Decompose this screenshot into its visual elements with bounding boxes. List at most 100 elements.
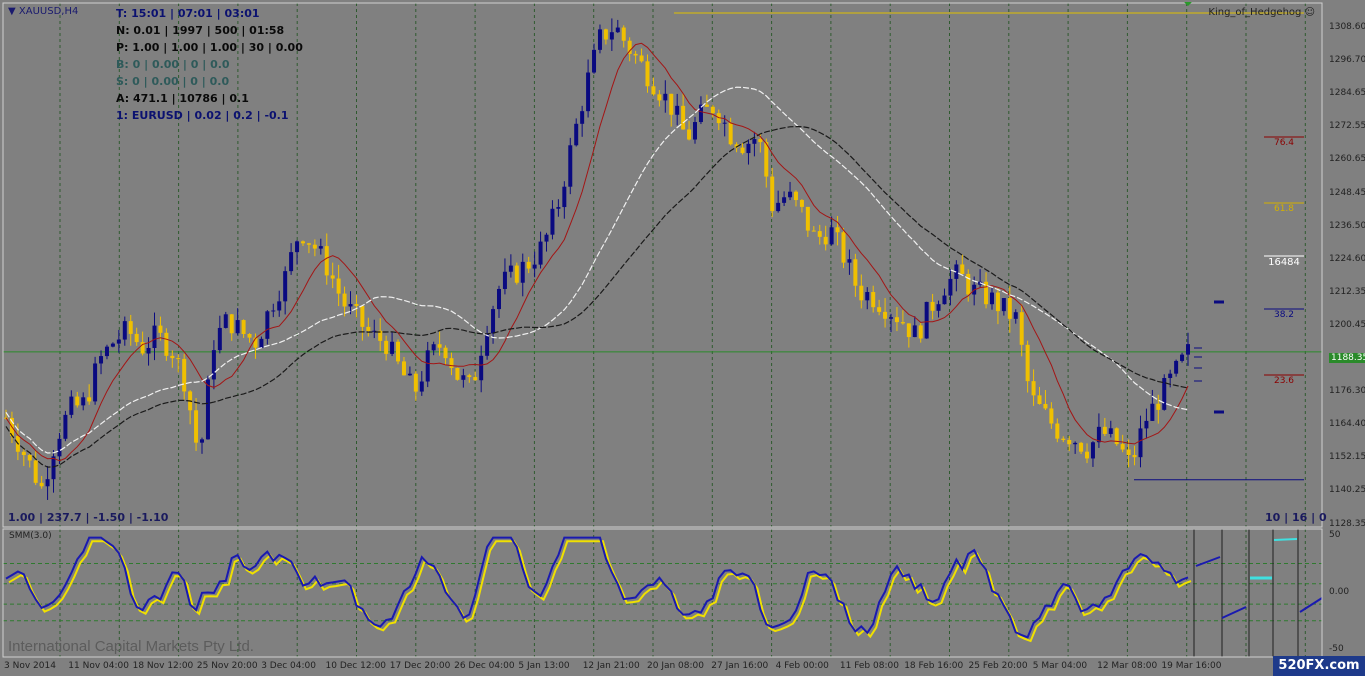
time-tick: 18 Nov 12:00 bbox=[132, 661, 194, 671]
ma-slow-line bbox=[5, 125, 1189, 468]
candle-body bbox=[586, 72, 591, 112]
info-line: S: 0 | 0.00 | 0 | 0.0 bbox=[116, 75, 230, 88]
candle-body bbox=[740, 147, 745, 154]
fib-label: 23.6 bbox=[1273, 376, 1295, 386]
candle-body bbox=[1186, 344, 1190, 355]
info-line: P: 1.00 | 1.00 | 1.00 | 30 | 0.00 bbox=[116, 41, 303, 54]
price-tick: 1308.60 bbox=[1329, 22, 1365, 32]
candle-body bbox=[924, 301, 929, 339]
candle-body bbox=[496, 288, 501, 310]
symbol-header[interactable]: ▼ XAUUSD,H4 bbox=[8, 6, 78, 17]
candle-body bbox=[51, 456, 56, 480]
candle-body bbox=[348, 304, 353, 307]
candle-body bbox=[508, 265, 513, 272]
candle-body bbox=[289, 252, 294, 272]
candle-body bbox=[342, 293, 347, 307]
marker-dash bbox=[1214, 300, 1224, 304]
candle-body bbox=[805, 206, 810, 231]
sub-frame bbox=[2, 528, 1323, 658]
moving-averages bbox=[5, 42, 1189, 468]
candle-body bbox=[960, 264, 965, 274]
candle-body bbox=[734, 144, 739, 148]
fib-levels bbox=[1194, 136, 1304, 414]
dropdown-arrow-icon[interactable]: ▼ bbox=[8, 6, 16, 17]
info-line: T: 15:01 | 07:01 | 03:01 bbox=[116, 7, 260, 20]
footer-left: 1.00 | 237.7 | -1.50 | -1.10 bbox=[8, 511, 169, 524]
time-tick: 25 Nov 20:00 bbox=[196, 661, 258, 671]
candle-body bbox=[984, 281, 989, 305]
indicator-label: SMM(3.0) bbox=[9, 531, 52, 541]
site-logo[interactable]: 520FX.com bbox=[1273, 656, 1365, 676]
candle-body bbox=[799, 200, 804, 207]
time-tick: 18 Feb 16:00 bbox=[904, 661, 964, 671]
candle-body bbox=[1073, 442, 1078, 445]
marker-dash bbox=[1214, 410, 1224, 414]
candle-body bbox=[1025, 344, 1030, 382]
ma-mid-line bbox=[5, 86, 1189, 454]
candle-body bbox=[645, 61, 650, 87]
candle-body bbox=[502, 271, 507, 289]
candle-body bbox=[900, 322, 905, 324]
candle-body bbox=[556, 207, 561, 209]
candle-body bbox=[81, 397, 86, 406]
current-price-tag: 1188.35 bbox=[1329, 353, 1365, 363]
candle-body bbox=[283, 271, 288, 302]
candle-body bbox=[853, 259, 858, 286]
candle-body bbox=[253, 337, 258, 348]
candle-body bbox=[200, 439, 205, 443]
candle-body bbox=[544, 234, 549, 242]
smiley-icon: ☺ bbox=[1304, 7, 1315, 18]
candle-body bbox=[170, 355, 175, 359]
candle-body bbox=[384, 340, 389, 354]
candle-body bbox=[1031, 381, 1036, 396]
candle-body bbox=[526, 261, 531, 269]
candle-body bbox=[330, 275, 335, 279]
time-tick: 27 Jan 16:00 bbox=[711, 661, 769, 671]
candle-body bbox=[930, 301, 935, 311]
candle-body bbox=[247, 333, 252, 338]
candle-body bbox=[1055, 423, 1060, 439]
candle-body bbox=[21, 451, 26, 456]
time-tick: 11 Feb 08:00 bbox=[839, 661, 899, 671]
footer-right: 10 | 16 | 0 bbox=[1265, 511, 1327, 524]
candle-body bbox=[627, 40, 632, 54]
candle-body bbox=[633, 53, 638, 56]
candle-body bbox=[764, 142, 769, 177]
candle-body bbox=[176, 358, 181, 360]
brand-label: King_of_Hedgehog bbox=[1208, 7, 1302, 18]
candle-body bbox=[277, 301, 282, 311]
candle-body bbox=[443, 347, 448, 359]
candle-body bbox=[312, 244, 317, 249]
candle-body bbox=[360, 305, 365, 327]
candle-body bbox=[1168, 373, 1173, 378]
candle-body bbox=[948, 278, 953, 296]
time-tick: 17 Dec 20:00 bbox=[389, 661, 451, 671]
candle-body bbox=[1114, 428, 1119, 445]
time-tick: 26 Dec 04:00 bbox=[454, 661, 515, 671]
candle-body bbox=[354, 304, 359, 306]
price-tick: 1248.45 bbox=[1329, 187, 1365, 198]
osc-box-seg bbox=[1299, 597, 1323, 613]
candle-body bbox=[859, 285, 864, 301]
candle-body bbox=[681, 105, 686, 130]
candle-body bbox=[580, 111, 585, 124]
candle-body bbox=[693, 122, 698, 140]
osc-tick: 50 bbox=[1329, 530, 1341, 540]
osc-main-line bbox=[5, 536, 1189, 639]
candle-body bbox=[104, 346, 109, 357]
price-tick: 1296.70 bbox=[1329, 55, 1365, 66]
candle-body bbox=[401, 361, 406, 376]
price-tick: 1212.35 bbox=[1329, 286, 1365, 297]
candle-body bbox=[1102, 426, 1107, 434]
candle-body bbox=[1126, 449, 1131, 456]
candle-body bbox=[45, 479, 50, 487]
candle-body bbox=[75, 396, 80, 406]
main-frame bbox=[2, 2, 1323, 528]
candle-body bbox=[164, 332, 169, 356]
candle-body bbox=[295, 241, 300, 253]
candle-body bbox=[574, 123, 579, 146]
candle-body bbox=[698, 104, 703, 123]
candle-body bbox=[1096, 426, 1101, 443]
candle-body bbox=[413, 373, 418, 392]
